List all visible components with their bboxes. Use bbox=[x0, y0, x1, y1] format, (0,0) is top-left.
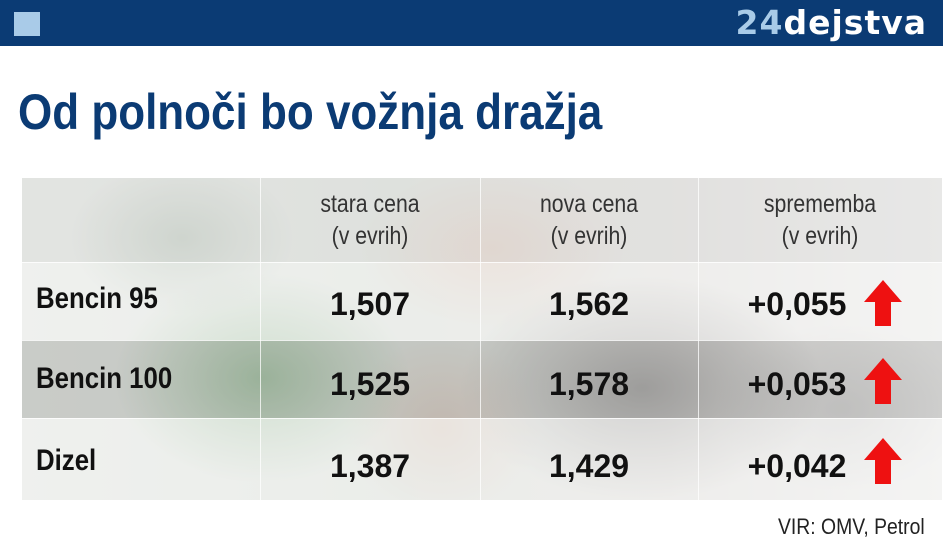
column-divider bbox=[480, 178, 481, 500]
brand-logo-word: dejstva bbox=[783, 3, 927, 42]
old-price-bencin-100: 1,525 bbox=[329, 366, 411, 402]
row-divider bbox=[22, 262, 942, 263]
new-price-bencin-95: 1,562 bbox=[548, 286, 630, 322]
change-bencin-95: +0,055 bbox=[747, 286, 847, 322]
column-header-new-price: nova cena (v evrih) bbox=[539, 190, 639, 250]
change-bencin-100: +0,053 bbox=[747, 366, 847, 402]
column-header-change: sprememba (v evrih) bbox=[763, 190, 877, 250]
top-banner: 24dejstva bbox=[0, 0, 943, 46]
row-label-bencin-95: Bencin 95 bbox=[36, 282, 158, 315]
change-dizel: +0,042 bbox=[747, 448, 847, 484]
row-divider bbox=[22, 340, 942, 341]
row-divider bbox=[22, 418, 942, 419]
column-divider bbox=[698, 178, 699, 500]
row-label-dizel: Dizel bbox=[36, 444, 97, 477]
price-table: stara cena (v evrih) nova cena (v evrih)… bbox=[22, 178, 942, 500]
new-price-dizel: 1,429 bbox=[548, 448, 630, 484]
banner-square-icon bbox=[14, 12, 40, 36]
table-header-row bbox=[22, 178, 942, 262]
brand-logo: 24dejstva bbox=[736, 2, 927, 44]
row-label-bencin-100: Bencin 100 bbox=[36, 362, 173, 395]
old-price-bencin-95: 1,507 bbox=[329, 286, 411, 322]
table-row bbox=[22, 262, 942, 340]
table-row bbox=[22, 340, 942, 418]
column-divider bbox=[260, 178, 261, 500]
new-price-bencin-100: 1,578 bbox=[548, 366, 630, 402]
source-note: VIR: OMV, Petrol bbox=[778, 514, 925, 539]
column-header-old-price: stara cena (v evrih) bbox=[320, 190, 420, 250]
up-arrow-icon bbox=[864, 438, 902, 484]
table-row bbox=[22, 418, 942, 500]
old-price-dizel: 1,387 bbox=[329, 448, 411, 484]
up-arrow-icon bbox=[864, 280, 902, 326]
up-arrow-icon bbox=[864, 358, 902, 404]
brand-logo-number: 24 bbox=[735, 3, 784, 42]
page-title: Od polnoči bo vožnja dražja bbox=[18, 84, 603, 140]
